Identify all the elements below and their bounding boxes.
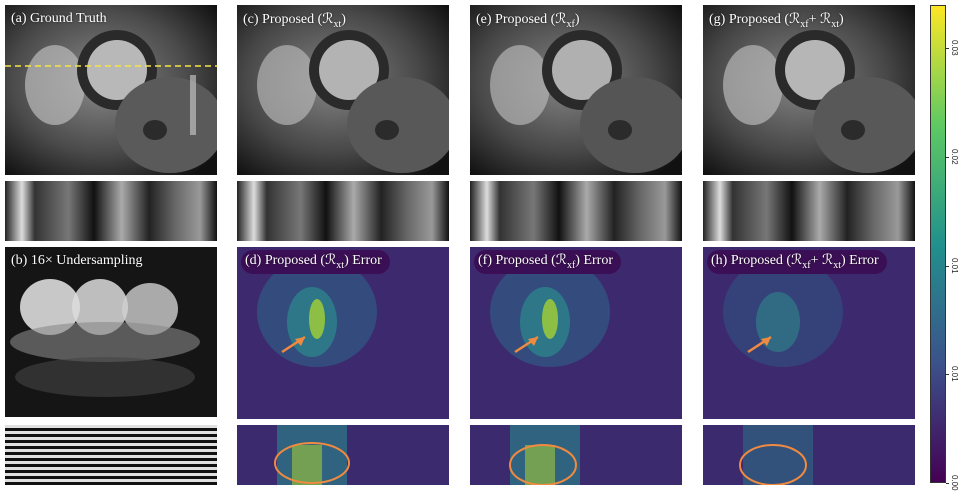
colorbar-tick-label: 0.01 (950, 366, 959, 382)
colorbar (930, 5, 946, 483)
caption-g: (g) Proposed (ℛxf+ ℛxt) (709, 12, 844, 30)
panel-c-temporal-profile (237, 181, 449, 241)
caption-h: (h) Proposed (ℛxf+ ℛxt) Error (707, 250, 887, 274)
panel-f-temporal-error (470, 425, 682, 485)
caption-b: (b) 16× Undersampling (11, 253, 143, 268)
panel-b-undersampling: (b) 16× Undersampling (5, 247, 217, 417)
caption-a: (a) Ground Truth (11, 11, 107, 26)
caption-f: (f) Proposed (ℛxf) Error (474, 250, 621, 274)
panel-e-temporal-profile (470, 181, 682, 241)
panel-g-proposed-rxf-rxt: (g) Proposed (ℛxf+ ℛxt) (703, 5, 915, 175)
panel-b-temporal-profile (5, 425, 217, 485)
colorbar-tick-mark (946, 483, 949, 484)
caption-d: (d) Proposed (ℛxt) Error (241, 250, 390, 274)
colorbar-tick-mark (946, 157, 949, 159)
panel-d-error-map: (d) Proposed (ℛxt) Error (237, 247, 449, 419)
colorbar-tick-label: 0.01 (950, 257, 959, 274)
colorbar-tick-mark (946, 374, 949, 376)
panel-d-temporal-error (237, 425, 449, 485)
caption-e: (e) Proposed (ℛxf) (476, 12, 580, 30)
panel-a-temporal-profile (5, 181, 217, 241)
colorbar-tick-label: 0.02 (950, 149, 959, 165)
dashed-line (5, 65, 217, 67)
panel-e-proposed-rxf: (e) Proposed (ℛxf) (470, 5, 682, 175)
colorbar-tick-label: 0.00 (950, 475, 959, 491)
panel-a-ground-truth: (a) Ground Truth (5, 5, 217, 175)
colorbar-tick-mark (946, 48, 949, 50)
cardiac-image (5, 5, 217, 175)
panel-h-temporal-error (703, 425, 915, 485)
error-heatmap (237, 247, 449, 419)
colorbar-tick-mark (946, 265, 949, 267)
panel-h-error-map: (h) Proposed (ℛxf+ ℛxt) Error (703, 247, 915, 419)
panel-f-error-map: (f) Proposed (ℛxf) Error (470, 247, 682, 419)
caption-c: (c) Proposed (ℛxt) (243, 12, 346, 30)
panel-g-temporal-profile (703, 181, 915, 241)
panel-c-proposed-rxt: (c) Proposed (ℛxt) (237, 5, 449, 175)
colorbar-tick-label: 0.03 (950, 40, 959, 57)
